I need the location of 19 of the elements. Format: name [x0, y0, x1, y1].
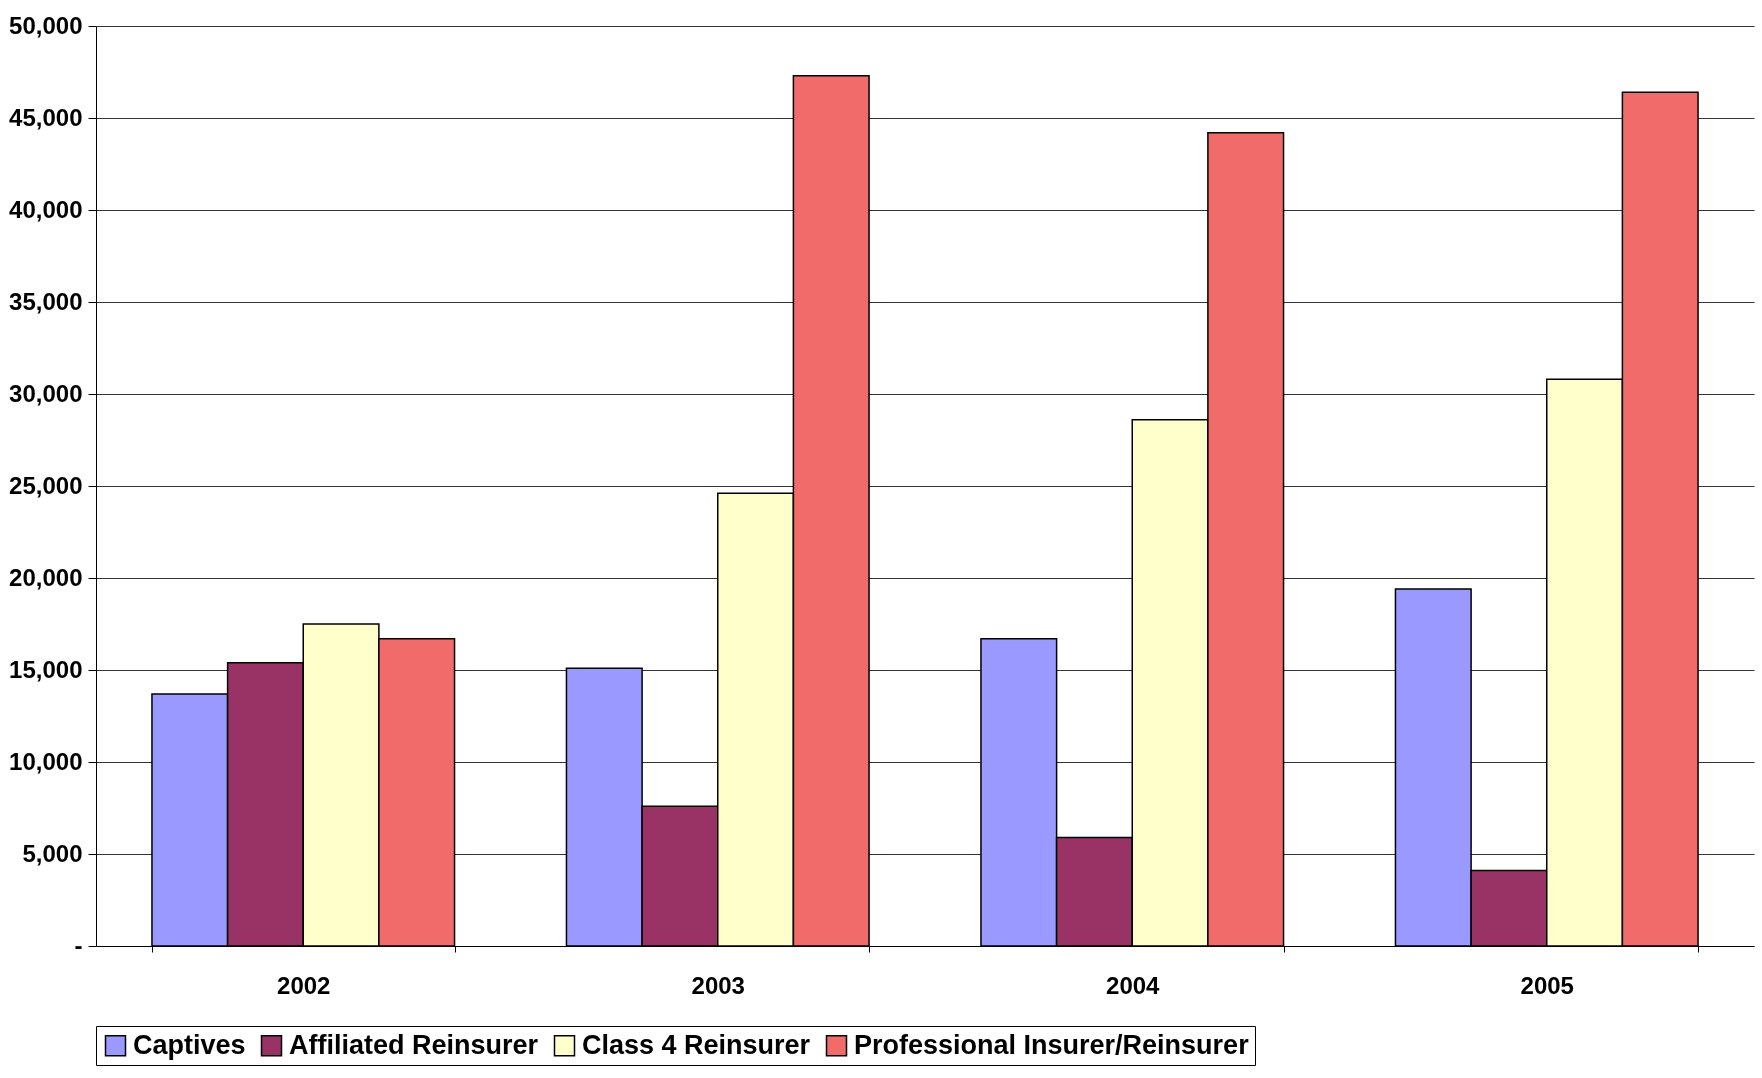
y-tick-label: - [74, 931, 83, 959]
y-tick-label: 45,000 [9, 103, 83, 131]
y-tick-label: 5,000 [22, 839, 83, 867]
y-tick-label: 50,000 [9, 11, 83, 39]
x-tick-label: 2003 [691, 971, 745, 999]
y-tick-label: 25,000 [9, 471, 83, 499]
x-tick-label: 2004 [1106, 971, 1161, 999]
y-tick-label: 15,000 [9, 655, 83, 683]
x-tick-label: 2002 [277, 971, 331, 999]
y-tick-label: 20,000 [9, 563, 83, 591]
legend-label: Affiliated Reinsurer [289, 1029, 539, 1060]
y-tick-label: 10,000 [9, 747, 83, 775]
y-tick-label: 30,000 [9, 379, 83, 407]
legend-label: Class 4 Reinsurer [582, 1029, 811, 1060]
y-tick-label: 35,000 [9, 287, 83, 315]
x-tick-label: 2005 [1520, 971, 1574, 999]
legend-label: Professional Insurer/Reinsurer [854, 1029, 1250, 1060]
y-tick-label: 40,000 [9, 195, 83, 223]
legend-label: Captives [133, 1029, 246, 1060]
